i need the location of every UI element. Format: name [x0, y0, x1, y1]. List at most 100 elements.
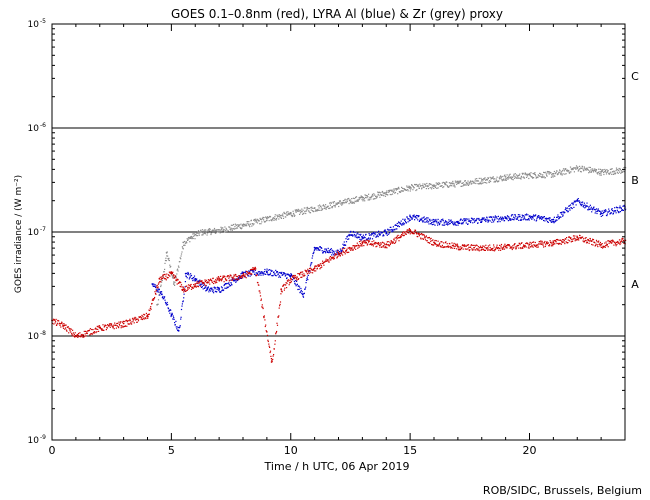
- data-point: [173, 317, 175, 319]
- data-point: [338, 205, 340, 208]
- data-point: [620, 242, 622, 244]
- data-point: [552, 218, 555, 221]
- data-point: [488, 249, 490, 251]
- data-point: [98, 325, 101, 327]
- data-point: [320, 264, 322, 266]
- data-point: [613, 173, 615, 175]
- data-point: [237, 225, 239, 227]
- data-point: [222, 230, 224, 232]
- data-point: [496, 216, 498, 218]
- data-point: [493, 246, 495, 248]
- data-point: [321, 209, 323, 211]
- x-tick-label: 5: [168, 444, 175, 457]
- data-point: [272, 355, 274, 357]
- data-point: [617, 169, 619, 171]
- data-point: [373, 240, 375, 242]
- data-point: [498, 249, 500, 251]
- data-point: [120, 327, 122, 329]
- data-point: [169, 264, 171, 266]
- data-point: [444, 184, 446, 186]
- data-point: [372, 245, 374, 247]
- data-point: [572, 240, 574, 242]
- data-point: [396, 235, 398, 237]
- data-point: [621, 209, 623, 212]
- data-point: [176, 283, 178, 285]
- data-point: [114, 322, 116, 324]
- data-point: [556, 242, 558, 245]
- data-point: [324, 206, 326, 208]
- data-point: [424, 218, 426, 220]
- data-point: [225, 278, 227, 280]
- data-point: [502, 217, 504, 219]
- data-point: [340, 250, 342, 252]
- data-point: [550, 172, 552, 174]
- data-point: [117, 326, 119, 328]
- data-point: [589, 204, 591, 206]
- data-point: [433, 187, 435, 189]
- data-point: [226, 282, 228, 285]
- data-point: [420, 219, 422, 221]
- data-point: [234, 223, 236, 225]
- data-point: [88, 329, 91, 331]
- data-point: [504, 245, 507, 248]
- data-point: [229, 279, 231, 281]
- data-point: [246, 271, 248, 273]
- data-point: [303, 212, 305, 214]
- data-point: [171, 313, 173, 315]
- data-point: [492, 177, 494, 179]
- data-point: [109, 326, 111, 328]
- data-point: [54, 319, 56, 322]
- data-point: [523, 176, 525, 178]
- data-point: [187, 273, 189, 275]
- data-point: [261, 304, 263, 306]
- data-point: [399, 235, 401, 237]
- data-point: [289, 277, 292, 280]
- data-point: [160, 293, 163, 296]
- data-point: [195, 235, 197, 237]
- data-point: [417, 184, 419, 186]
- data-point: [497, 247, 499, 249]
- data-point: [506, 217, 508, 219]
- data-point: [414, 219, 416, 221]
- data-point: [489, 220, 491, 222]
- data-point: [413, 214, 415, 216]
- data-point: [204, 233, 206, 235]
- data-point: [169, 275, 171, 277]
- data-point: [81, 333, 83, 336]
- data-point: [456, 248, 458, 250]
- data-point: [275, 219, 277, 221]
- data-point: [128, 320, 130, 322]
- data-point: [477, 248, 479, 250]
- data-point: [550, 176, 552, 178]
- data-point: [263, 219, 265, 221]
- data-point: [572, 235, 575, 237]
- data-point: [181, 251, 183, 253]
- data-point: [254, 218, 256, 220]
- data-point: [394, 191, 397, 194]
- data-point: [338, 253, 340, 255]
- data-point: [335, 250, 337, 252]
- data-point: [564, 173, 566, 175]
- data-point: [342, 254, 344, 256]
- data-point: [490, 249, 493, 251]
- data-point: [464, 248, 466, 250]
- data-point: [266, 272, 269, 274]
- data-point: [354, 236, 356, 238]
- data-point: [341, 248, 343, 250]
- data-point: [404, 189, 407, 191]
- data-point: [309, 270, 311, 272]
- data-point: [292, 279, 294, 281]
- data-point: [419, 219, 421, 222]
- data-point: [239, 277, 241, 279]
- data-point: [265, 273, 267, 275]
- data-point: [524, 172, 526, 174]
- data-point: [575, 168, 577, 170]
- data-point: [242, 277, 244, 279]
- data-point: [468, 183, 470, 185]
- data-point: [385, 243, 388, 246]
- data-point: [391, 189, 393, 191]
- data-point: [403, 222, 405, 225]
- data-point: [288, 214, 290, 216]
- data-point: [300, 289, 302, 292]
- data-point: [322, 262, 324, 265]
